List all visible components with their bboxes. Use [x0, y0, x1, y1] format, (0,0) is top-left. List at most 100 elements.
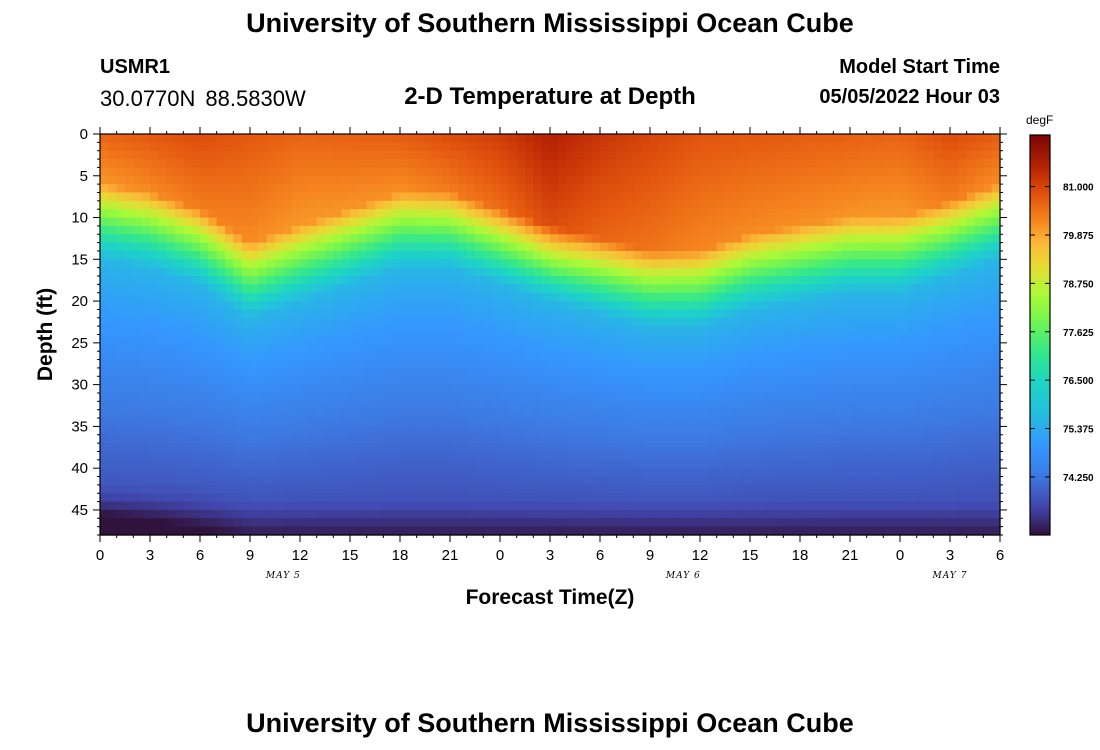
heatmap-cell: [816, 267, 826, 277]
heatmap-cell: [383, 509, 393, 519]
heatmap-cell: [750, 134, 759, 143]
heatmap-cell: [900, 267, 909, 277]
heatmap-cell: [500, 426, 509, 436]
heatmap-cell: [283, 501, 293, 511]
heatmap-cell: [716, 284, 726, 294]
heatmap-cell: [175, 376, 184, 386]
heatmap-cell: [866, 200, 876, 210]
heatmap-cell: [341, 468, 351, 478]
heatmap-cell: [250, 225, 259, 235]
heatmap-cell: [775, 200, 784, 210]
heatmap-cell: [950, 351, 959, 361]
heatmap-cell: [250, 200, 259, 210]
heatmap-cell: [983, 501, 993, 511]
heatmap-cell: [700, 418, 709, 427]
heatmap-cell: [583, 150, 593, 160]
heatmap-cell: [425, 301, 434, 311]
heatmap-cell: [225, 426, 234, 436]
heatmap-cell: [275, 317, 284, 327]
heatmap-cell: [875, 250, 884, 260]
heatmap-cell: [208, 392, 218, 402]
heatmap-cell: [325, 317, 334, 327]
heatmap-cell: [258, 200, 268, 210]
heatmap-cell: [333, 509, 343, 519]
heatmap-cell: [191, 476, 201, 486]
heatmap-cell: [191, 159, 201, 169]
heatmap-cell: [791, 426, 801, 436]
heatmap-cell: [833, 484, 843, 494]
heatmap-cell: [866, 209, 876, 219]
heatmap-cell: [916, 426, 926, 436]
heatmap-cell: [200, 376, 209, 386]
heatmap-cell: [741, 184, 751, 194]
heatmap-cell: [566, 301, 576, 311]
heatmap-cell: [925, 150, 934, 160]
heatmap-cell: [800, 225, 809, 235]
heatmap-cell: [800, 501, 809, 511]
heatmap-cell: [733, 175, 743, 185]
heatmap-cell: [850, 367, 859, 377]
heatmap-cell: [533, 351, 543, 361]
heatmap-cell: [591, 501, 601, 511]
heatmap-cell: [366, 259, 376, 269]
heatmap-cell: [825, 242, 834, 252]
heatmap-cell: [366, 401, 376, 411]
heatmap-cell: [900, 376, 909, 386]
heatmap-cell: [591, 276, 601, 285]
heatmap-cell: [100, 175, 109, 185]
heatmap-cell: [266, 142, 276, 152]
heatmap-cell: [308, 200, 318, 210]
heatmap-cell: [475, 134, 484, 143]
heatmap-cell: [550, 443, 559, 453]
heatmap-cell: [641, 418, 651, 427]
heatmap-cell: [158, 459, 168, 469]
heatmap-cell: [558, 451, 568, 461]
heatmap-cell: [350, 509, 359, 519]
heatmap-cell: [191, 326, 201, 336]
heatmap-cell: [400, 284, 409, 294]
heatmap-cell: [858, 175, 868, 185]
heatmap-cell: [575, 276, 584, 285]
heatmap-cell: [125, 434, 134, 444]
heatmap-cell: [466, 284, 476, 294]
heatmap-cell: [525, 167, 534, 177]
heatmap-cell: [441, 267, 451, 277]
heatmap-cell: [425, 192, 434, 202]
heatmap-cell: [425, 200, 434, 210]
heatmap-cell: [433, 184, 443, 194]
heatmap-cell: [158, 493, 168, 503]
heatmap-cell: [658, 301, 668, 311]
heatmap-cell: [625, 418, 634, 427]
heatmap-cell: [100, 418, 109, 427]
heatmap-cell: [683, 259, 693, 269]
heatmap-cell: [416, 209, 426, 219]
heatmap-cell: [966, 184, 976, 194]
heatmap-cell: [391, 167, 401, 177]
heatmap-cell: [725, 326, 734, 336]
heatmap-cell: [508, 175, 518, 185]
heatmap-cell: [191, 434, 201, 444]
heatmap-cell: [800, 509, 809, 519]
heatmap-cell: [483, 267, 493, 277]
heatmap-cell: [108, 267, 118, 277]
heatmap-cell: [708, 276, 718, 285]
heatmap-cell: [900, 184, 909, 194]
heatmap-cell: [366, 509, 376, 519]
heatmap-cell: [300, 209, 309, 219]
heatmap-cell: [883, 167, 893, 177]
heatmap-cell: [891, 384, 901, 394]
heatmap-cell: [933, 434, 943, 444]
heatmap-cell: [675, 250, 684, 260]
heatmap-cell: [408, 309, 418, 319]
heatmap-cell: [900, 317, 909, 327]
heatmap-cell: [258, 459, 268, 469]
heatmap-cell: [466, 267, 476, 277]
heatmap-cell: [775, 418, 784, 427]
heatmap-cell: [925, 309, 934, 319]
heatmap-cell: [866, 184, 876, 194]
heatmap-cell: [608, 276, 618, 285]
heatmap-cell: [841, 309, 851, 319]
heatmap-cell: [716, 418, 726, 427]
heatmap-cell: [491, 309, 501, 319]
heatmap-cell: [566, 509, 576, 519]
